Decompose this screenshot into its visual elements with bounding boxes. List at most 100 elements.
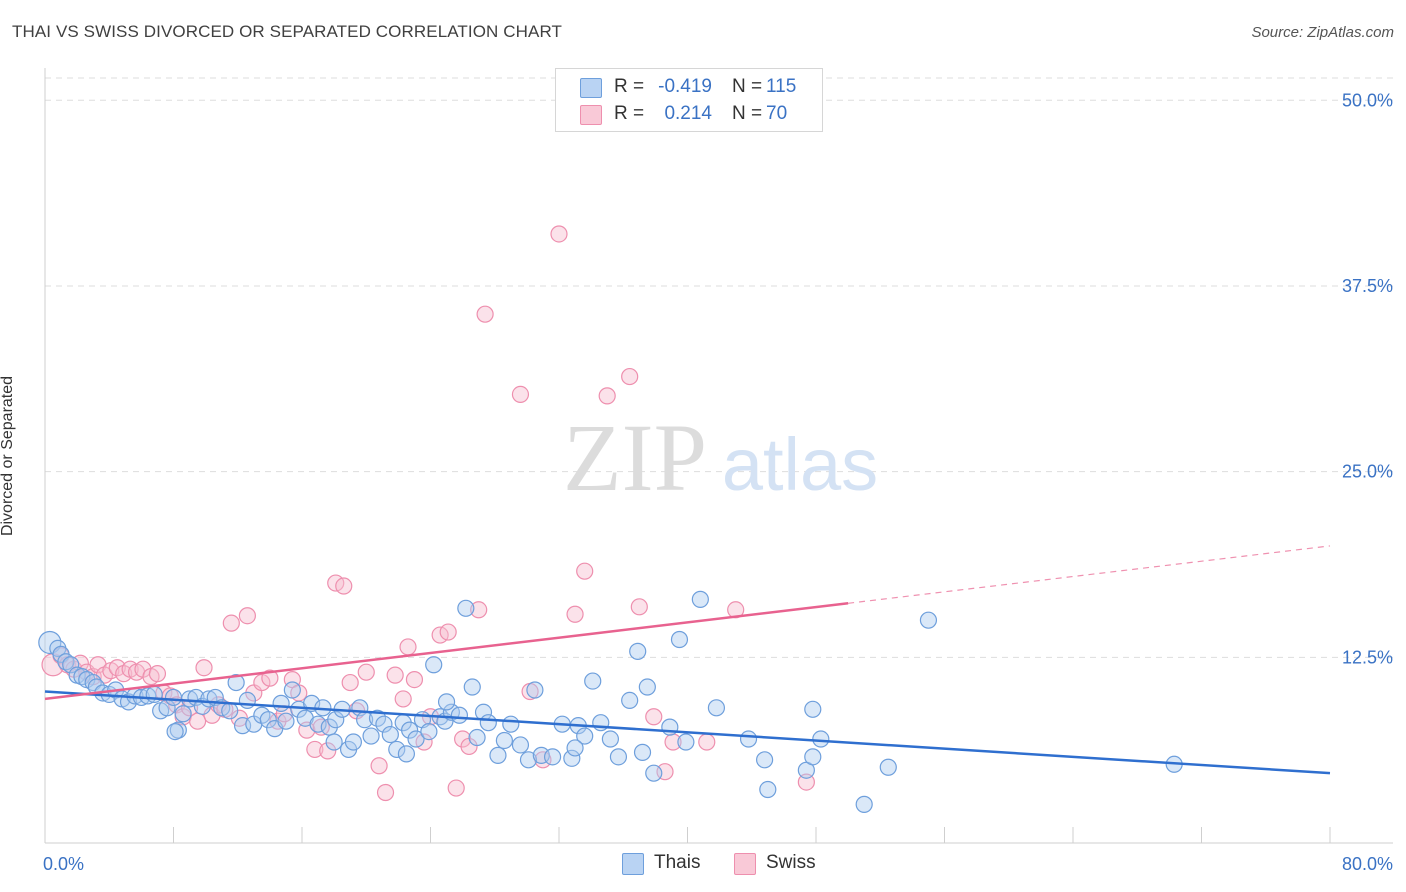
thais-point: [609, 748, 628, 766]
thais-point: [375, 715, 393, 733]
thais-point: [309, 715, 327, 733]
thais-point: [495, 731, 513, 750]
grid-layer: [45, 77, 1393, 658]
swiss-point: [195, 659, 213, 677]
thais-point: [272, 694, 290, 712]
thais-point: [227, 673, 245, 692]
swiss-point: [550, 225, 568, 243]
swiss-point: [394, 690, 412, 708]
thais-point: [759, 780, 777, 799]
swiss-point: [386, 666, 404, 684]
swiss-n-value: 70: [766, 103, 788, 124]
chart-title: THAI VS SWISS DIVORCED OR SEPARATED CORR…: [12, 22, 563, 41]
thais-point: [381, 725, 399, 744]
thais-point: [566, 739, 584, 757]
swiss-point: [645, 708, 663, 726]
swiss-point: [576, 562, 594, 580]
thais-point: [576, 727, 594, 745]
swiss-r-value: 0.214: [664, 103, 712, 124]
thais-point: [174, 705, 192, 723]
y-tick-label: 50.0%: [1342, 90, 1393, 110]
thais-point: [397, 745, 416, 763]
thais-point: [543, 748, 562, 766]
thais-point: [468, 728, 486, 747]
thais-point: [502, 715, 520, 733]
thais-point: [633, 743, 652, 761]
swiss-point: [630, 598, 648, 616]
legend-swiss-swatch: [734, 853, 756, 875]
y-tick-label: 37.5%: [1342, 276, 1393, 296]
thais-point: [919, 611, 938, 629]
swiss-point: [797, 773, 815, 791]
thais-point: [277, 712, 295, 730]
thais-point: [420, 722, 438, 741]
legend-thais-swatch: [622, 853, 644, 875]
swiss-point: [341, 673, 359, 692]
swiss-point: [399, 638, 417, 656]
chart-source: Source: ZipAtlas.com: [1251, 24, 1394, 41]
thais-point: [238, 691, 256, 709]
thais-point: [221, 702, 239, 720]
thais-point: [259, 711, 277, 729]
thais-point: [638, 678, 656, 696]
swiss-point: [238, 607, 256, 625]
legend-swiss-label: Swiss: [766, 852, 816, 873]
thais-point: [691, 590, 709, 608]
thais-point: [401, 721, 419, 739]
thais-point: [180, 690, 199, 708]
thais-n-label: N =: [732, 76, 763, 97]
trend-layer: [44, 545, 1331, 775]
thais-point: [739, 730, 758, 748]
thais-point: [450, 706, 469, 724]
tick-layer: 12.5% 25.0% 37.5% 50.0% 0.0% 80.0%: [43, 90, 1393, 874]
legend-thais-label: Thais: [654, 852, 701, 873]
thais-point: [621, 691, 639, 709]
thais-point: [283, 681, 301, 699]
thais-point: [601, 730, 620, 748]
thais-point: [511, 736, 530, 754]
axes-layer: [44, 68, 1393, 844]
swiss-point: [261, 669, 279, 687]
thais-point: [325, 733, 343, 751]
thais-point: [563, 749, 581, 767]
swiss-point: [188, 712, 207, 730]
swiss-point: [148, 665, 167, 683]
thais-point: [629, 642, 647, 660]
thais-point: [584, 672, 602, 690]
thais-point: [645, 764, 663, 782]
thais-point: [879, 758, 897, 776]
swiss-point: [566, 605, 584, 623]
swiss-swatch: [580, 105, 602, 125]
thais-point: [755, 751, 774, 769]
thais-point: [812, 730, 830, 748]
thais-point: [368, 709, 387, 727]
thais-point: [437, 693, 456, 711]
swiss-point: [108, 659, 126, 677]
swiss-point: [253, 673, 271, 692]
swiss-point: [222, 614, 240, 632]
swiss-point: [476, 305, 494, 323]
thais-point: [388, 740, 406, 759]
y-axis-label: Divorced or Separated: [0, 375, 16, 537]
thais-point: [804, 748, 822, 766]
swiss-point: [470, 601, 488, 619]
thais-point: [327, 711, 345, 729]
thais-point: [804, 700, 822, 718]
swiss-point: [405, 671, 424, 689]
swiss-point: [698, 733, 716, 751]
swiss-point: [511, 385, 530, 403]
swiss-point: [621, 367, 639, 386]
swiss-point: [335, 577, 353, 595]
thais-point: [164, 688, 183, 707]
swiss-point: [376, 783, 395, 802]
thais-point: [407, 730, 425, 748]
thais-point: [57, 653, 75, 671]
swiss-r-label: R =: [614, 103, 645, 124]
thais-point: [479, 714, 497, 732]
thais-point: [670, 630, 689, 649]
y-tick-label: 25.0%: [1342, 462, 1393, 482]
thais-point: [519, 751, 538, 769]
thais-point: [707, 699, 726, 717]
thais-point: [489, 746, 507, 764]
swiss-trend-extension: [848, 545, 1331, 604]
